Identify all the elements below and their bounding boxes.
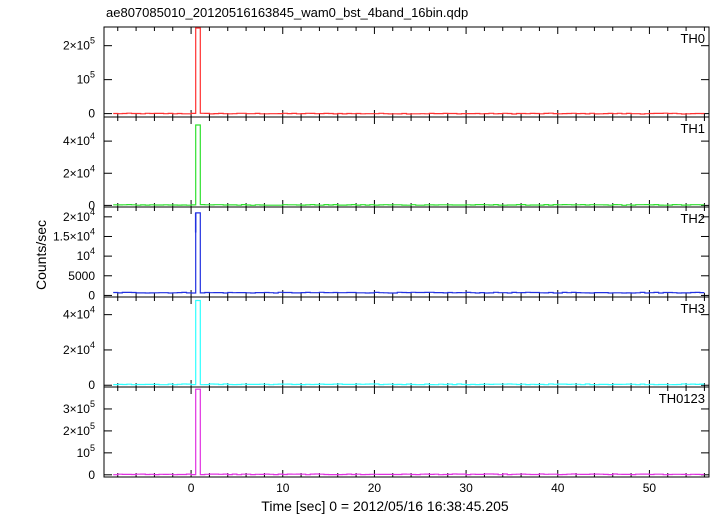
panel-label: TH0 [680, 31, 705, 46]
panel-frame [103, 386, 710, 478]
y-tick-label: 104 [77, 246, 95, 263]
panel-frame [103, 26, 710, 118]
panel-th1: 0 2×104 4×104 TH1 [63, 116, 710, 212]
y-tick-label: 4×104 [63, 305, 95, 322]
series-line [113, 124, 705, 206]
y-tick-label: 2×105 [63, 421, 95, 438]
x-tick-label: 40 [551, 481, 565, 495]
series-line [113, 212, 705, 294]
y-tick-label: 0 [88, 468, 95, 482]
y-tick-label: 0 [88, 288, 95, 302]
series-line [113, 27, 705, 115]
y-tick-label: 1.5×104 [53, 226, 95, 243]
y-tick-label: 0 [88, 198, 95, 212]
y-tick-label: 5000 [68, 269, 95, 283]
y-tick-label: 2×104 [63, 340, 95, 357]
y-tick-label: 0 [88, 378, 95, 392]
y-tick-label: 4×104 [63, 131, 95, 148]
panel-th0: 0 105 2×105 TH0 [63, 26, 710, 121]
panel-label: TH3 [680, 301, 705, 316]
series-line [113, 299, 705, 386]
x-tick-label: 10 [276, 481, 290, 495]
x-tick-label: 30 [459, 481, 473, 495]
x-tick-labels: 0 10 20 30 40 50 [188, 481, 657, 495]
chart-title: ae807085010_20120516163845_wam0_bst_4ban… [106, 5, 468, 20]
panel-frame [103, 206, 710, 298]
panel-th3: 0 2×104 4×104 TH3 [63, 296, 710, 392]
series-line [113, 388, 705, 476]
panel-frame [103, 116, 710, 208]
panel-label: TH0123 [659, 391, 705, 406]
y-tick-label: 2×104 [63, 163, 95, 180]
panel-th0123: 0 105 2×105 3×105 TH0123 [63, 386, 710, 482]
y-tick-label: 3×105 [63, 399, 95, 416]
y-axis-label: Counts/sec [33, 220, 49, 290]
y-tick-label: 2×104 [63, 207, 95, 224]
x-tick-label: 20 [368, 481, 382, 495]
y-tick-label: 2×105 [63, 36, 95, 53]
panel-label: TH2 [680, 211, 705, 226]
x-tick-label: 0 [188, 481, 195, 495]
x-axis-label: Time [sec] 0 = 2012/05/16 16:38:45.205 [261, 498, 509, 514]
y-tick-label: 0 [88, 107, 95, 121]
y-tick-label: 105 [77, 443, 95, 460]
panel-th2: 0 5000 104 1.5×104 2×104 TH2 [53, 206, 710, 302]
panel-frame [103, 296, 710, 388]
y-tick-label: 105 [77, 70, 95, 87]
x-tick-label: 50 [643, 481, 657, 495]
panel-label: TH1 [680, 121, 705, 136]
